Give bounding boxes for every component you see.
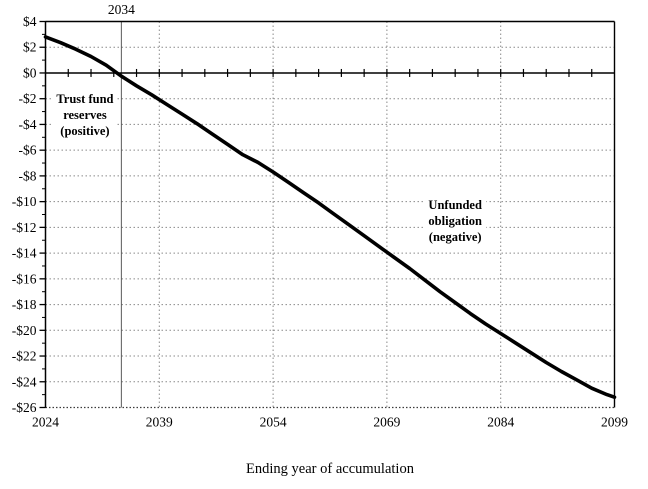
chart-annotation: Unfunded obligation (negative) xyxy=(424,195,486,246)
x-axis-title: Ending year of accumulation xyxy=(246,461,414,477)
y-tick-label: -$26 xyxy=(12,400,37,415)
y-tick-label: $4 xyxy=(23,14,37,29)
x-tick-label: 2099 xyxy=(601,415,628,430)
y-tick-label: -$20 xyxy=(12,323,37,338)
axes xyxy=(39,20,616,409)
x-tick-label: 2069 xyxy=(373,415,400,430)
y-tick-label: -$6 xyxy=(19,143,37,158)
chart-annotation: Trust fund reserves (positive) xyxy=(52,90,118,141)
x-tick-label: 2024 xyxy=(32,415,59,430)
x-tick-label: 2039 xyxy=(146,415,173,430)
y-tick-label: -$22 xyxy=(12,349,37,364)
cumulative-balance-curve xyxy=(43,35,617,400)
data-curve xyxy=(43,35,617,400)
y-tick-label: -$16 xyxy=(12,271,37,286)
y-tick-label: -$2 xyxy=(19,91,37,106)
marker-year-label: 2034 xyxy=(107,2,135,17)
y-tick-label: $2 xyxy=(23,40,37,55)
x-tick-label: 2084 xyxy=(487,415,514,430)
y-tick-label: -$12 xyxy=(12,220,37,235)
gridlines xyxy=(45,21,615,409)
y-tick-label: -$4 xyxy=(19,117,37,132)
y-tick-label: -$18 xyxy=(12,297,37,312)
y-tick-label: -$24 xyxy=(12,374,37,389)
y-tick-label: -$8 xyxy=(19,168,37,183)
y-tick-label: -$10 xyxy=(12,194,37,209)
y-tick-label: -$14 xyxy=(12,246,37,261)
x-tick-label: 2054 xyxy=(260,415,287,430)
y-tick-label: $0 xyxy=(23,65,37,80)
tick-labels: $4 $2 $0 -$2 -$4 -$6 -$8 -$10 -$12 -$14 -$16 -$18 -$… xyxy=(12,14,629,430)
